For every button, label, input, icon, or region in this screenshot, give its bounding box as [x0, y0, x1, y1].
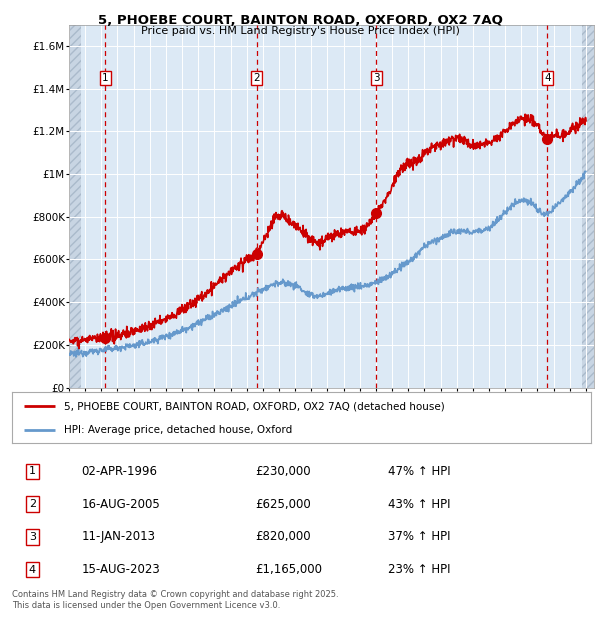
- Text: 4: 4: [29, 565, 36, 575]
- Text: £1,165,000: £1,165,000: [255, 563, 322, 576]
- Text: 15-AUG-2023: 15-AUG-2023: [82, 563, 160, 576]
- Text: £230,000: £230,000: [255, 465, 311, 478]
- Text: 1: 1: [102, 73, 109, 83]
- Text: 2: 2: [253, 73, 260, 83]
- Text: 3: 3: [373, 73, 380, 83]
- Text: Contains HM Land Registry data © Crown copyright and database right 2025.
This d: Contains HM Land Registry data © Crown c…: [12, 590, 338, 609]
- Text: 2: 2: [29, 499, 36, 509]
- Text: 47% ↑ HPI: 47% ↑ HPI: [388, 465, 451, 478]
- Text: Price paid vs. HM Land Registry's House Price Index (HPI): Price paid vs. HM Land Registry's House …: [140, 26, 460, 36]
- Text: 3: 3: [29, 532, 36, 542]
- Text: 4: 4: [544, 73, 551, 83]
- Text: 1: 1: [29, 466, 36, 476]
- Text: £625,000: £625,000: [255, 498, 311, 510]
- Bar: [69, 25, 81, 388]
- Text: £820,000: £820,000: [255, 530, 311, 543]
- Text: 02-APR-1996: 02-APR-1996: [82, 465, 157, 478]
- Text: 5, PHOEBE COURT, BAINTON ROAD, OXFORD, OX2 7AQ: 5, PHOEBE COURT, BAINTON ROAD, OXFORD, O…: [98, 14, 502, 27]
- Text: 43% ↑ HPI: 43% ↑ HPI: [388, 498, 451, 510]
- Text: 23% ↑ HPI: 23% ↑ HPI: [388, 563, 451, 576]
- Text: 37% ↑ HPI: 37% ↑ HPI: [388, 530, 451, 543]
- Text: 16-AUG-2005: 16-AUG-2005: [82, 498, 160, 510]
- Text: 5, PHOEBE COURT, BAINTON ROAD, OXFORD, OX2 7AQ (detached house): 5, PHOEBE COURT, BAINTON ROAD, OXFORD, O…: [64, 401, 445, 411]
- Text: HPI: Average price, detached house, Oxford: HPI: Average price, detached house, Oxfo…: [64, 425, 292, 435]
- Bar: [582, 25, 594, 388]
- Text: 11-JAN-2013: 11-JAN-2013: [82, 530, 155, 543]
